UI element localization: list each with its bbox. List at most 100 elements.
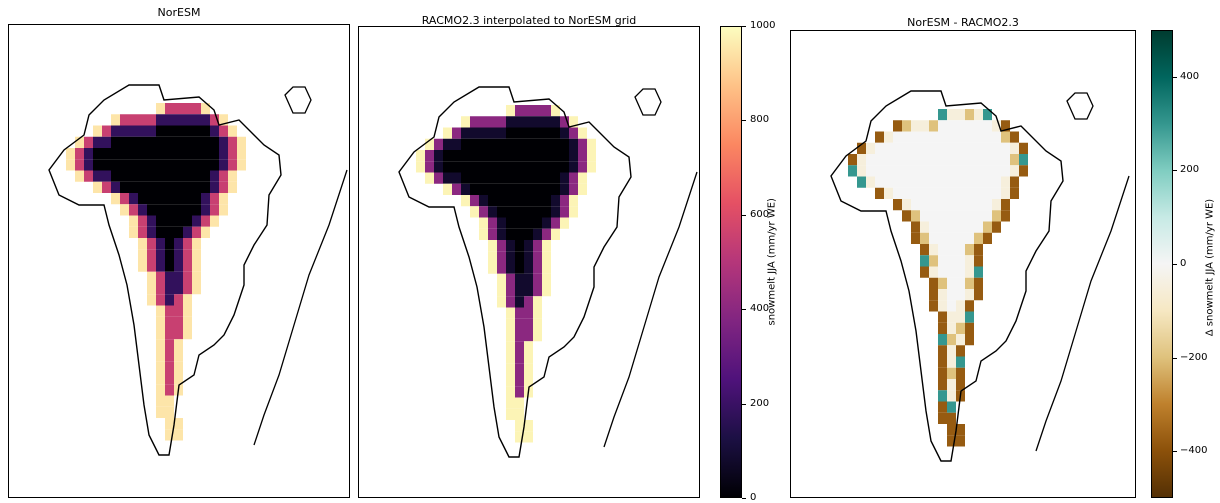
grid-cell <box>192 283 201 295</box>
grid-cell <box>938 334 947 346</box>
grid-cell <box>956 244 965 256</box>
grid-cell <box>165 305 174 317</box>
grid-cell <box>120 125 129 137</box>
grid-cell <box>533 105 542 117</box>
grid-cell <box>488 262 497 274</box>
grid-cell <box>156 226 165 238</box>
grid-cell <box>120 204 129 216</box>
grid-cell <box>66 148 75 160</box>
grid-cell <box>506 352 515 364</box>
grid-cell <box>147 226 156 238</box>
grid-cell <box>488 217 497 229</box>
grid-cell <box>902 131 911 143</box>
grid-cell <box>165 350 174 362</box>
grid-cell <box>947 277 956 289</box>
grid-cell <box>479 150 488 162</box>
grid-cell <box>569 183 578 195</box>
grid-cell <box>479 228 488 240</box>
grid-cell <box>947 390 956 402</box>
grid-cell <box>983 165 992 177</box>
grid-cell <box>201 125 210 137</box>
grid-cell <box>219 148 228 160</box>
grid-cell <box>120 170 129 182</box>
grid-cell <box>515 240 524 252</box>
grid-cell <box>506 262 515 274</box>
grid-cell <box>938 401 947 413</box>
grid-cell <box>210 181 219 193</box>
grid-cell <box>893 131 902 143</box>
grid-cell <box>884 142 893 154</box>
grid-cell <box>956 379 965 391</box>
grid-cell <box>183 260 192 272</box>
grid-cell <box>992 131 1001 143</box>
grid-cell <box>497 251 506 263</box>
grid-cell <box>875 176 884 188</box>
grid-cell <box>911 165 920 177</box>
grid-cell <box>156 339 165 351</box>
grid-cell <box>102 148 111 160</box>
grid-cell <box>165 193 174 205</box>
grid-cell <box>938 154 947 166</box>
grid-cell <box>75 148 84 160</box>
grid-cell <box>174 125 183 137</box>
grid-cell <box>183 271 192 283</box>
grid-cell <box>165 429 174 441</box>
grid-cell <box>497 285 506 297</box>
grid-cell <box>497 150 506 162</box>
grid-cell <box>138 148 147 160</box>
grid-cell <box>93 159 102 171</box>
grid-cell <box>938 379 947 391</box>
grid-cell <box>506 127 515 139</box>
grid-cell <box>947 120 956 132</box>
grid-cell <box>470 195 479 207</box>
grid-cell <box>506 285 515 297</box>
grid-cell <box>551 116 560 128</box>
grid-cell <box>524 273 533 285</box>
snowmelt-colorbar-tickmark <box>742 214 746 216</box>
grid-cell <box>488 172 497 184</box>
delta-colorbar-tick-label: 0 <box>1180 258 1187 269</box>
panel1-title: NorESM <box>157 6 201 19</box>
delta-colorbar-tickmark <box>1173 357 1177 359</box>
grid-cell <box>210 215 219 227</box>
delta-colorbar-tickmark <box>1173 451 1177 453</box>
grid-cell <box>920 142 929 154</box>
grid-cell <box>956 289 965 301</box>
grid-cell <box>965 255 974 267</box>
grid-cell <box>488 161 497 173</box>
grid-cell <box>192 193 201 205</box>
grid-cell <box>515 183 524 195</box>
grid-cell <box>93 148 102 160</box>
grid-cell <box>147 215 156 227</box>
grid-cell <box>102 170 111 182</box>
grid-cell <box>488 127 497 139</box>
grid-cell <box>147 125 156 137</box>
grid-cell <box>533 217 542 229</box>
grid-cell <box>156 283 165 295</box>
grid-cell <box>165 136 174 148</box>
grid-cell <box>947 176 956 188</box>
grid-cell <box>920 266 929 278</box>
grid-cell <box>515 161 524 173</box>
grid-cell <box>183 181 192 193</box>
grid-cell <box>551 161 560 173</box>
grid-cell <box>129 136 138 148</box>
grid-cell <box>551 138 560 150</box>
grid-cell <box>947 232 956 244</box>
grid-cell <box>992 142 1001 154</box>
grid-cell <box>956 176 965 188</box>
grid-cell <box>569 138 578 150</box>
grid-cell <box>192 249 201 261</box>
grid-cell <box>920 187 929 199</box>
grid-cell <box>147 193 156 205</box>
grid-cell <box>911 232 920 244</box>
grid-cell <box>920 131 929 143</box>
grid-cell <box>974 142 983 154</box>
grid-cell <box>174 159 183 171</box>
grid-cell <box>965 289 974 301</box>
grid-cell <box>875 131 884 143</box>
grid-cell <box>497 127 506 139</box>
grid-cell <box>911 210 920 222</box>
grid-cell <box>857 176 866 188</box>
grid-cell <box>201 103 210 115</box>
